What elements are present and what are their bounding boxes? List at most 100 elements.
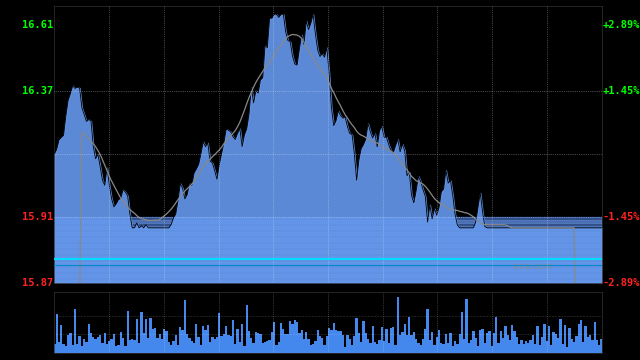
Bar [445, 334, 447, 353]
Bar [600, 339, 603, 353]
Bar [401, 332, 404, 353]
Bar [555, 334, 557, 353]
Text: -2.89%: -2.89% [603, 278, 640, 288]
Bar [513, 331, 516, 353]
Bar [287, 334, 289, 353]
Bar [426, 309, 429, 353]
Bar [108, 341, 111, 353]
Bar [168, 342, 170, 353]
Bar [72, 345, 74, 353]
Bar [465, 299, 468, 353]
Bar [559, 319, 561, 353]
Bar [495, 318, 497, 353]
Bar [470, 340, 472, 353]
Bar [83, 339, 85, 353]
Bar [518, 344, 520, 353]
Bar [529, 340, 532, 353]
Bar [326, 336, 328, 353]
Bar [548, 326, 550, 353]
Bar [433, 345, 436, 353]
Bar [179, 328, 182, 353]
Bar [461, 312, 463, 353]
Bar [54, 268, 602, 271]
Bar [399, 334, 401, 353]
Bar [113, 334, 115, 353]
Bar [511, 325, 513, 353]
Bar [541, 337, 543, 353]
Bar [452, 346, 454, 353]
Bar [381, 327, 383, 353]
Bar [143, 333, 145, 353]
Bar [456, 344, 458, 353]
Bar [252, 343, 255, 353]
Bar [202, 326, 204, 353]
Bar [351, 345, 353, 353]
Bar [282, 329, 285, 353]
Bar [54, 232, 602, 235]
Bar [303, 339, 305, 353]
Bar [257, 333, 259, 353]
Bar [523, 345, 525, 353]
Bar [502, 338, 504, 353]
Bar [307, 339, 310, 353]
Bar [54, 262, 602, 265]
Bar [250, 338, 252, 353]
Bar [571, 339, 573, 353]
Bar [262, 343, 264, 353]
Bar [305, 332, 307, 353]
Bar [330, 330, 333, 353]
Bar [193, 343, 195, 353]
Bar [54, 256, 602, 259]
Bar [355, 319, 358, 353]
Bar [156, 338, 159, 353]
Bar [227, 336, 230, 353]
Bar [209, 342, 211, 353]
Bar [88, 324, 90, 353]
Bar [239, 342, 241, 353]
Bar [493, 333, 495, 353]
Bar [587, 337, 589, 353]
Bar [527, 342, 529, 353]
Bar [424, 329, 426, 353]
Text: 15.91: 15.91 [22, 212, 53, 222]
Bar [54, 226, 602, 229]
Bar [408, 317, 410, 353]
Bar [463, 339, 465, 353]
Bar [241, 324, 243, 353]
Bar [486, 333, 488, 353]
Bar [131, 339, 133, 353]
Bar [479, 330, 481, 353]
Bar [58, 342, 60, 353]
Bar [374, 342, 376, 353]
Bar [54, 238, 602, 241]
Bar [159, 334, 161, 353]
Bar [404, 324, 406, 353]
Bar [388, 343, 390, 353]
Bar [232, 320, 234, 353]
Bar [442, 344, 445, 353]
Bar [69, 333, 72, 353]
Bar [353, 336, 355, 353]
Bar [566, 347, 568, 353]
Bar [376, 344, 378, 353]
Bar [54, 280, 602, 283]
Bar [225, 326, 227, 353]
Bar [54, 244, 602, 247]
Bar [230, 336, 232, 353]
Bar [133, 340, 136, 353]
Bar [333, 323, 335, 353]
Text: -1.45%: -1.45% [603, 212, 640, 222]
Bar [573, 342, 575, 353]
Bar [552, 332, 555, 353]
Bar [584, 325, 587, 353]
Bar [564, 325, 566, 353]
Bar [289, 321, 291, 353]
Bar [145, 319, 147, 353]
Bar [516, 337, 518, 353]
Bar [246, 305, 248, 353]
Bar [545, 341, 548, 353]
Bar [383, 341, 385, 353]
Bar [186, 334, 188, 353]
Bar [436, 337, 438, 353]
Bar [81, 346, 83, 353]
